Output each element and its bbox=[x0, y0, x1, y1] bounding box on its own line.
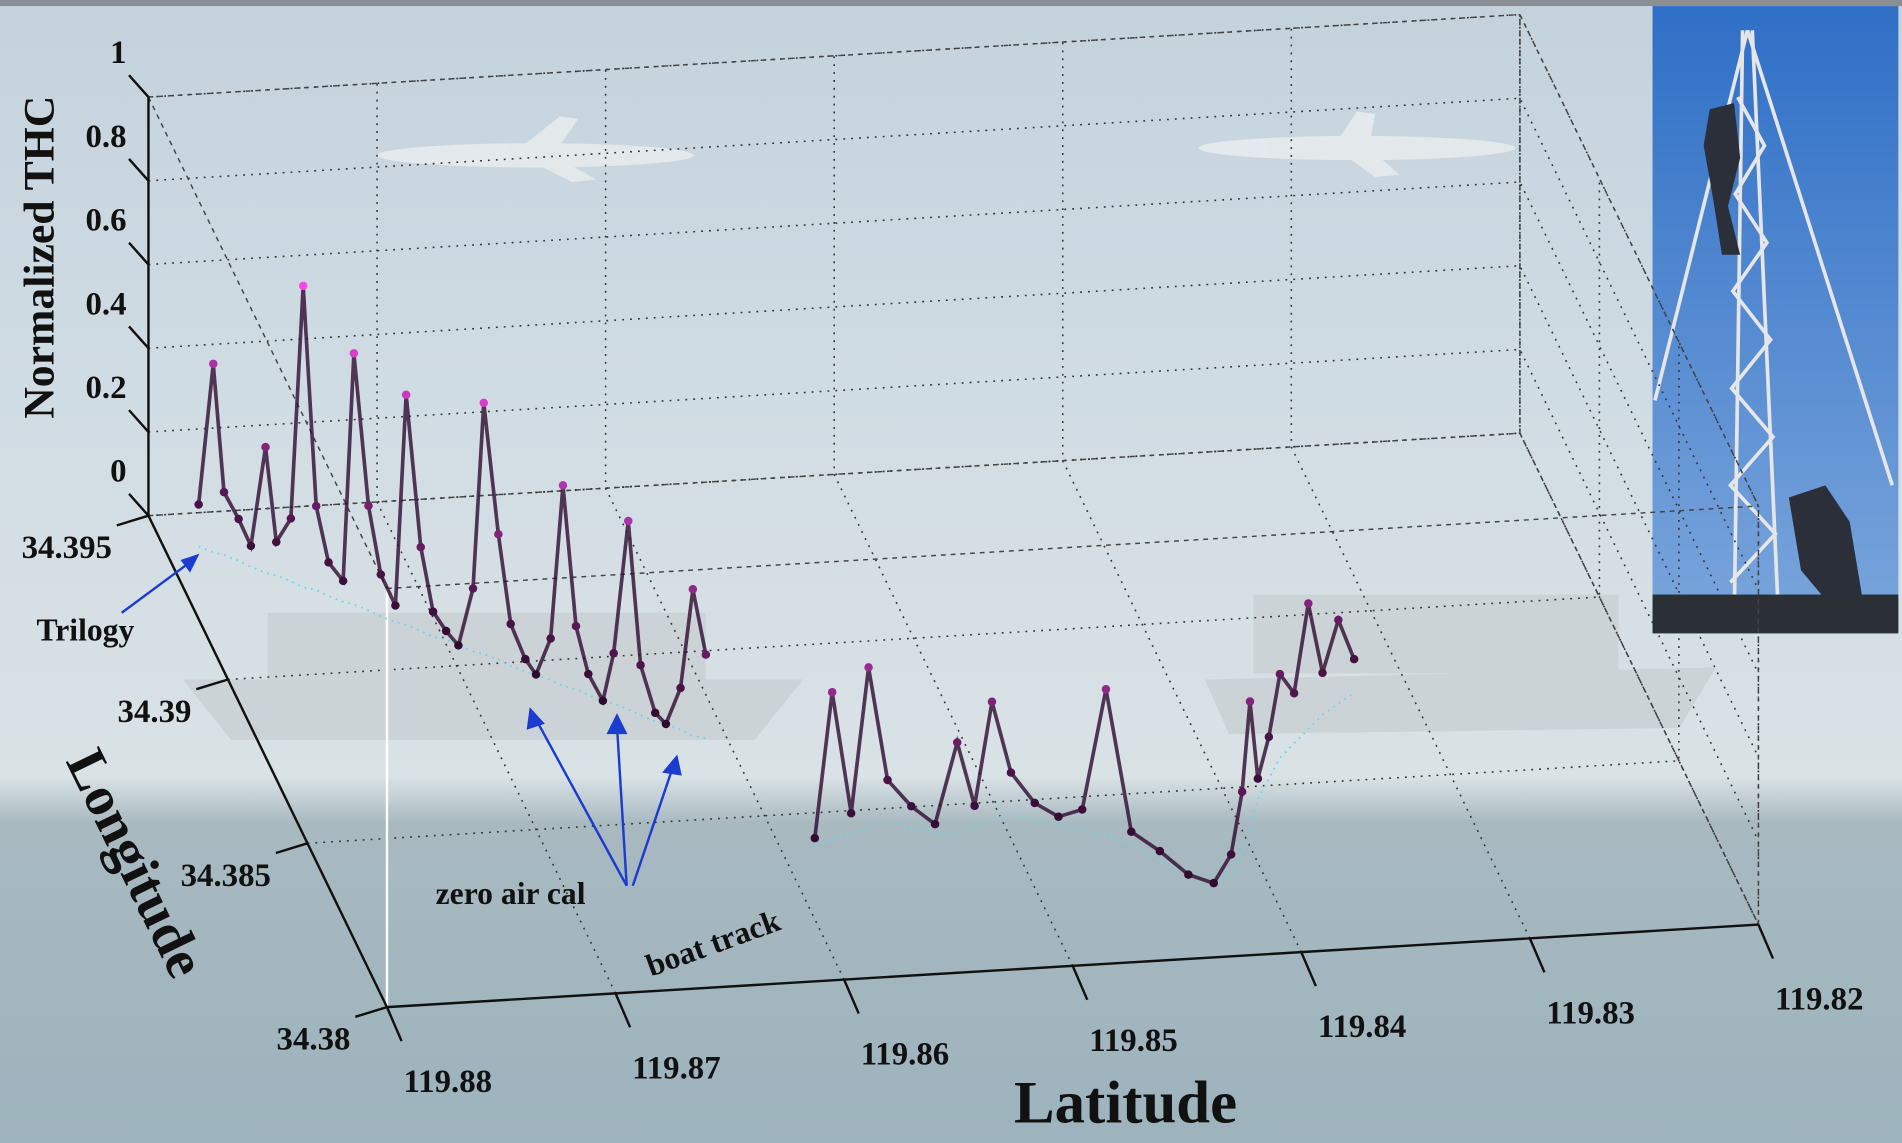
thc-point bbox=[339, 577, 348, 585]
y-tick-label: 34.38 bbox=[277, 1022, 351, 1058]
thc-point bbox=[1238, 787, 1247, 795]
z-tick-label: 0.4 bbox=[85, 286, 126, 322]
thc-point bbox=[689, 585, 698, 593]
thc-point bbox=[442, 627, 451, 635]
thc-point bbox=[702, 650, 711, 658]
thc-point bbox=[469, 584, 478, 592]
thc-point bbox=[970, 802, 979, 810]
x-tick-label: 119.88 bbox=[404, 1064, 493, 1100]
thc-point bbox=[572, 622, 581, 630]
thc-point bbox=[521, 655, 530, 663]
annotation: zero air cal bbox=[436, 876, 586, 911]
thc-point bbox=[864, 663, 873, 671]
chart: 119.88 119.87 119.86 119.85 119.84 119.83 119.… bbox=[0, 0, 1902, 1143]
z-tick-label: 1 bbox=[110, 35, 126, 71]
thc-point bbox=[559, 481, 568, 489]
thc-point bbox=[676, 684, 685, 692]
thc-point bbox=[350, 349, 359, 357]
x-tick-label: 119.82 bbox=[1775, 982, 1864, 1018]
thc-point bbox=[662, 720, 671, 728]
thc-point bbox=[828, 688, 837, 696]
thc-point bbox=[209, 360, 218, 368]
thc-point bbox=[1078, 805, 1087, 813]
thc-point bbox=[907, 802, 916, 810]
thc-point bbox=[1007, 768, 1016, 776]
thc-point bbox=[599, 697, 608, 705]
thc-point bbox=[1184, 870, 1193, 878]
thc-point bbox=[506, 620, 515, 628]
thc-point bbox=[1246, 697, 1255, 705]
thc-point bbox=[651, 709, 660, 717]
thc-point bbox=[494, 530, 503, 538]
thc-point bbox=[247, 542, 256, 550]
thc-point bbox=[194, 500, 203, 508]
thc-point bbox=[1054, 812, 1063, 820]
thc-point bbox=[1290, 689, 1299, 697]
z-tick-label: 0.2 bbox=[85, 370, 126, 406]
thc-point bbox=[546, 634, 555, 642]
z-tick-label: 0.8 bbox=[85, 119, 126, 155]
thc-point bbox=[287, 514, 296, 522]
z-tick-label: 0 bbox=[110, 454, 126, 490]
thc-point bbox=[636, 661, 645, 669]
thc-point bbox=[1156, 847, 1165, 855]
thc-point bbox=[532, 670, 541, 678]
thc-point bbox=[811, 834, 820, 842]
thc-point bbox=[364, 501, 373, 509]
y-tick-label: 34.395 bbox=[22, 530, 112, 566]
thc-point bbox=[1318, 669, 1327, 677]
thc-point bbox=[1334, 616, 1343, 624]
thc-point bbox=[391, 601, 400, 609]
thc-point bbox=[1127, 828, 1136, 836]
annotation: Trilogy bbox=[37, 613, 135, 648]
background bbox=[0, 0, 1902, 1143]
inset-photo bbox=[1653, 6, 1899, 633]
thc-point bbox=[584, 670, 593, 678]
thc-point bbox=[988, 698, 997, 706]
x-tick-label: 119.86 bbox=[861, 1037, 950, 1073]
thc-point bbox=[299, 282, 308, 290]
thc-point bbox=[847, 809, 856, 817]
thc-point bbox=[429, 607, 438, 615]
x-tick-label: 119.83 bbox=[1546, 995, 1635, 1031]
y-tick-label: 34.385 bbox=[181, 858, 271, 894]
thc-point bbox=[261, 443, 270, 451]
thc-point bbox=[1209, 879, 1218, 887]
thc-point bbox=[480, 399, 489, 407]
thc-point bbox=[454, 641, 463, 649]
thc-point bbox=[953, 738, 962, 746]
thc-point bbox=[1350, 655, 1359, 663]
thc-point bbox=[272, 538, 281, 546]
z-axis-title: Normalized THC bbox=[15, 96, 63, 419]
thc-point bbox=[234, 515, 243, 523]
x-tick-label: 119.85 bbox=[1089, 1023, 1178, 1059]
thc-point bbox=[1276, 670, 1285, 678]
x-axis-title: Latitude bbox=[1014, 1069, 1237, 1136]
thc-point bbox=[609, 649, 618, 657]
thc-point bbox=[1304, 599, 1313, 607]
thc-point bbox=[1030, 799, 1039, 807]
thc-point bbox=[1227, 850, 1236, 858]
z-tick-label: 0.6 bbox=[85, 203, 126, 239]
x-tick-label: 119.84 bbox=[1318, 1009, 1407, 1045]
thc-point bbox=[417, 543, 426, 551]
thc-point bbox=[883, 776, 892, 784]
thc-point bbox=[931, 820, 940, 828]
x-tick-label: 119.87 bbox=[632, 1050, 721, 1086]
thc-point bbox=[624, 517, 633, 525]
thc-point bbox=[402, 390, 411, 398]
thc-point bbox=[324, 558, 333, 566]
thc-point bbox=[1254, 774, 1263, 782]
thc-point bbox=[1102, 685, 1111, 693]
thc-point bbox=[312, 502, 321, 510]
thc-point bbox=[377, 570, 386, 578]
thc-point bbox=[1265, 733, 1274, 741]
y-tick-label: 34.39 bbox=[118, 694, 192, 730]
thc-point bbox=[220, 488, 229, 496]
